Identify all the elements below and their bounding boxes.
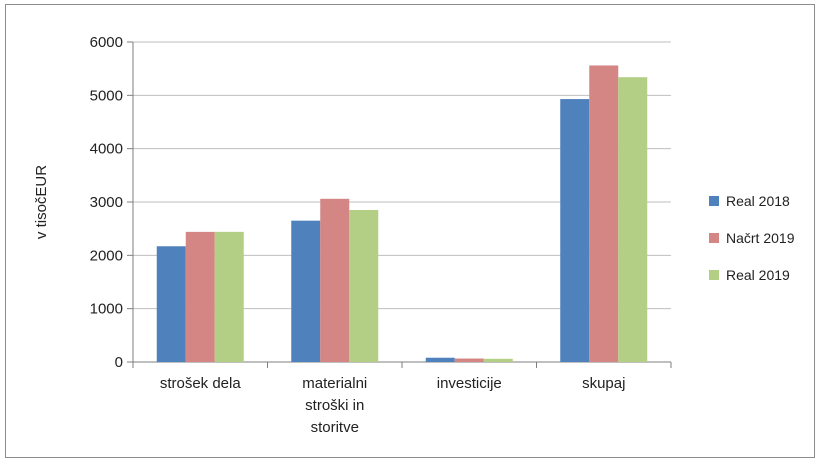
legend-label: Real 2018 [726, 193, 790, 209]
legend-swatch [709, 233, 719, 243]
bar-real-2019-2 [483, 358, 513, 362]
category-label: storitve [311, 419, 359, 436]
bar-real-2019-0 [214, 231, 244, 362]
bar-chart: 0 1000 2000 3000 4000 5000 6000 v tisočEUR stroš… [33, 34, 795, 436]
category-label: strošek dela [160, 375, 242, 392]
bar-real-2019-1 [349, 210, 379, 362]
category-label: investicije [437, 375, 502, 392]
category-label: skupaj [582, 375, 625, 392]
y-tick-label: 1000 [90, 301, 123, 318]
legend-label: Načrt 2019 [726, 230, 795, 246]
legend-swatch [709, 270, 719, 280]
y-tick-label: 4000 [90, 141, 123, 158]
y-tick-label: 2000 [90, 247, 123, 264]
bar-real-2019-3 [618, 77, 648, 362]
bar-real-2018-2 [425, 357, 455, 362]
legend-swatch [709, 196, 719, 206]
bar-na-rt-2019-3 [589, 65, 619, 362]
bar-real-2018-1 [291, 220, 321, 362]
y-tick-label: 6000 [90, 34, 123, 51]
bar-na-rt-2019-0 [185, 231, 215, 362]
category-label: materialni [302, 375, 367, 392]
bar-real-2018-3 [560, 99, 590, 363]
bar-real-2018-0 [156, 246, 186, 362]
legend-label: Real 2019 [726, 267, 790, 283]
bar-na-rt-2019-1 [320, 198, 350, 362]
category-label: stroški in [305, 397, 364, 414]
y-tick-label: 0 [115, 354, 123, 371]
chart-frame: 0 1000 2000 3000 4000 5000 6000 v tisočEUR stroš… [5, 4, 815, 458]
y-tick-label: 3000 [90, 194, 123, 211]
y-tick-label: 5000 [90, 87, 123, 104]
y-axis-title: v tisočEUR [33, 165, 50, 239]
bar-na-rt-2019-2 [454, 358, 484, 362]
